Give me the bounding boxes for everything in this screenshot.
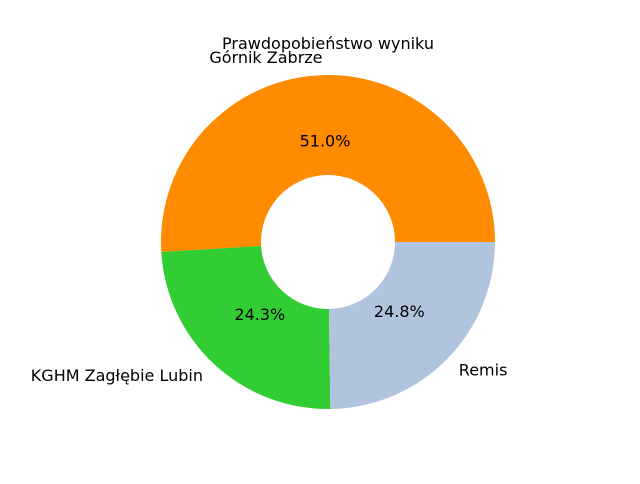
category-label-remis: Remis <box>459 360 508 379</box>
percent-label-remis: 24.8% <box>374 302 425 321</box>
labels-group: Górnik Zabrze 51.0% KGHM Zagłębie Lubin 24.… <box>31 48 508 385</box>
category-label-gornik-zabrze: Górnik Zabrze <box>209 48 322 67</box>
percent-label-gornik-zabrze: 51.0% <box>300 131 351 150</box>
slice-kghm-zaglebie-lubin <box>161 245 331 409</box>
percent-label-kghm-zaglebie-lubin: 24.3% <box>234 305 285 324</box>
slice-remis <box>328 242 495 409</box>
chart-title: Prawdopobieństwo wyniku <box>222 34 434 53</box>
category-label-kghm-zaglebie-lubin: KGHM Zagłębie Lubin <box>31 366 203 385</box>
slices-group <box>160 74 495 409</box>
slice-gornik-zabrze <box>160 74 495 252</box>
